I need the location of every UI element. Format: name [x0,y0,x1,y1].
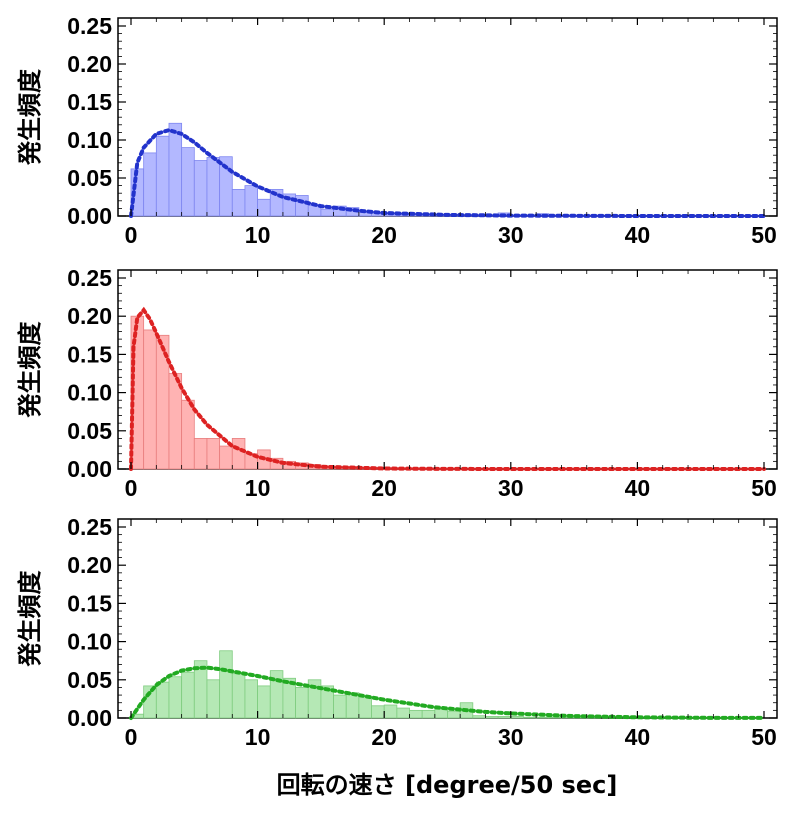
histogram-bar [510,716,524,719]
histogram-bar [219,650,233,719]
histogram-bar [244,185,259,217]
x-tick-label: 30 [498,724,524,750]
histogram-bar [143,685,157,719]
histogram-bar [447,710,461,719]
histogram-bar [143,152,157,217]
histogram-bar [181,671,195,719]
panel-blue: 0 10 20 30 40 50 0.00 0.05 0.10 0.15 0.20 0.25 発生頻度 [16,13,778,248]
x-tick-label: 50 [751,724,777,750]
y-tick-label: 0.20 [67,552,112,578]
histogram-bar [257,685,271,719]
x-tick-label: 10 [245,724,271,750]
histogram-bar [257,198,271,217]
histogram-bar [472,715,486,719]
y-tick-label: 0.20 [67,303,112,329]
y-tick-label: 0.05 [67,667,112,693]
histogram-bar [295,195,309,217]
y-tick-label: 0.05 [67,165,112,191]
histogram-bar [181,147,195,217]
histogram-bar [193,160,208,217]
y-tick-label: 0.15 [67,590,112,616]
y-tick-label: 0.25 [67,13,112,39]
x-tick-label: 0 [125,475,138,501]
histogram-bar [485,716,499,719]
x-tick-label: 10 [245,475,271,501]
y-tick-label: 0.15 [67,341,112,367]
histogram-bar [320,208,334,217]
panel-red: 0 10 20 30 40 50 0.00 0.05 0.10 0.15 0.20 0.25 発生頻度 [16,265,778,501]
y-tick-label: 0.25 [67,514,112,540]
x-tick-label: 0 [125,222,138,248]
y-tick-label: 0.00 [67,456,112,482]
histogram-bar [155,135,170,217]
y-axis-label: 発生頻度 [16,68,44,166]
histogram-bar [345,692,360,719]
histogram-bar [333,694,347,719]
x-tick-label: 20 [371,475,397,501]
y-axis-label: 発生頻度 [16,570,44,668]
x-tick-label: 0 [125,724,138,750]
x-tick-label: 40 [625,475,651,501]
histogram-bar [231,188,246,217]
histogram-bar [295,687,309,719]
histogram-bar [497,716,512,719]
histogram-bar [396,707,410,719]
histogram-bar [206,157,221,217]
histogram-bar [548,716,562,719]
x-tick-label: 20 [371,724,397,750]
x-tick-label: 30 [498,475,524,501]
histogram-bar [168,122,183,217]
y-tick-label: 0.15 [67,89,112,115]
histogram-bar [244,679,259,719]
y-tick-label: 0.20 [67,51,112,77]
y-tick-label: 0.00 [67,203,112,229]
x-axis-label: 回転の速さ [degree/50 sec] [277,771,618,799]
y-tick-label: 0.25 [67,265,112,291]
panel-green: 0 10 20 30 40 50 0.00 0.05 0.10 0.15 0.20 0.25 発生頻度 [16,514,778,750]
y-tick-label: 0.10 [67,127,112,153]
fit-curve [129,306,766,471]
x-tick-label: 40 [625,222,651,248]
histogram-bar [523,716,537,719]
histogram-bar [155,681,170,719]
histogram-bar [231,438,246,470]
histogram-bar [421,709,436,719]
histogram-bar [371,705,385,719]
x-tick-label: 10 [245,222,271,248]
histogram-bar [143,329,157,470]
x-tick-label: 50 [751,222,777,248]
histogram-bar [168,676,183,719]
histogram-bar [358,696,372,719]
histogram-bar [231,673,246,719]
histogram-bar [181,399,195,470]
histogram-bar [409,709,423,719]
y-tick-label: 0.10 [67,629,112,655]
histogram-bar [206,679,221,719]
histogram-bar [206,438,221,470]
x-tick-label: 50 [751,475,777,501]
histogram-bar [383,704,398,719]
y-tick-label: 0.00 [67,705,112,731]
fit-curve [129,665,766,720]
x-tick-label: 20 [371,222,397,248]
histogram-bar [193,438,208,470]
histogram-bar [535,716,550,719]
y-tick-label: 0.05 [67,418,112,444]
x-tick-label: 40 [625,724,651,750]
y-axis-label: 発生頻度 [16,321,44,419]
y-tick-label: 0.10 [67,380,112,406]
x-tick-label: 30 [498,222,524,248]
fit-curve [129,128,766,218]
histogram-bar [219,445,233,470]
